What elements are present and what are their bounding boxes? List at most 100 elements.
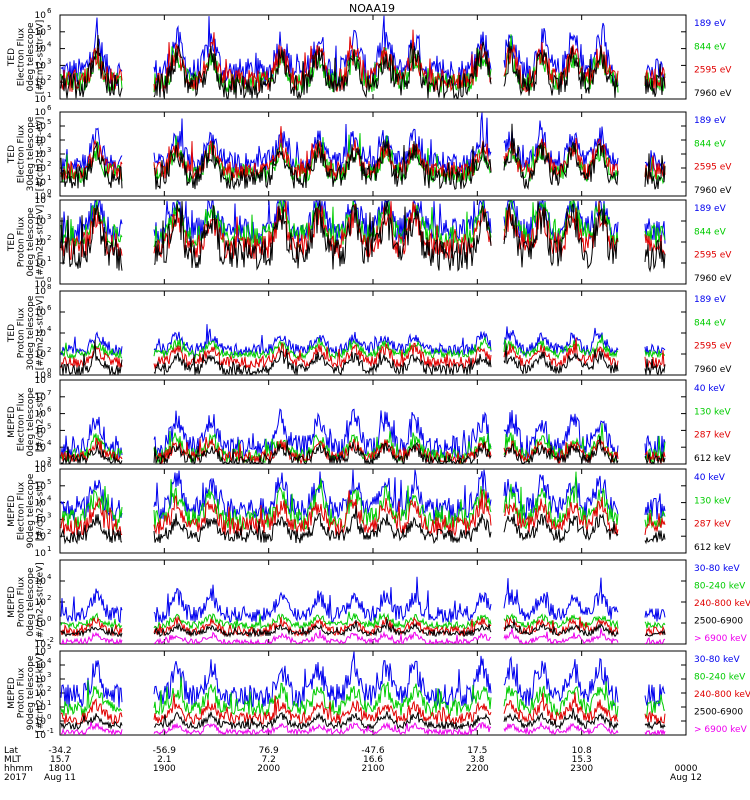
legend-entry: 612 keV: [694, 543, 731, 553]
y-tick-label-exponent: 2: [47, 685, 51, 693]
bottom-mlt-value: 16.6: [363, 755, 383, 765]
y-tick-label-exponent: 1: [47, 255, 51, 263]
y-tick-label: 10: [35, 150, 47, 160]
y-tick-label: 10: [35, 410, 47, 420]
y-tick-label-exponent: -1: [47, 727, 54, 735]
y-tick-label-exponent: 1: [47, 91, 51, 99]
series-trace: [60, 423, 666, 464]
y-tick-label: 10: [35, 515, 47, 525]
legend-entry: 2595 eV: [694, 163, 732, 173]
bottom-hhmm-value: 1900: [153, 764, 176, 774]
y-tick-label-exponent: 6: [47, 461, 52, 469]
y-axis-label-line: 30deg telescope: [26, 295, 36, 370]
y-tick-label: 10: [35, 717, 47, 727]
y-tick-label: 10: [35, 482, 47, 492]
y-tick-label: 10: [35, 287, 47, 297]
y-axis-label-line: [#/cm2-s-str-eV]: [36, 20, 46, 95]
series-trace: [60, 692, 666, 726]
y-tick-label: 10: [35, 532, 47, 542]
y-tick-label-exponent: 4: [47, 573, 52, 581]
y-axis-label-line: [#/cm2-s-str-keV]: [36, 562, 46, 641]
legend-entry: 80-240 keV: [694, 582, 746, 592]
y-tick-label: 10: [35, 371, 47, 381]
y-tick-label: 10: [35, 136, 47, 146]
y-tick-label-exponent: 2: [47, 528, 51, 536]
series-trace: [60, 201, 666, 273]
y-tick-label-exponent: 1: [47, 545, 51, 553]
y-tick-label-exponent: 3: [47, 511, 51, 519]
bottom-row-label: hhmm: [4, 764, 33, 774]
legend-entry: 80-240 keV: [694, 673, 746, 683]
y-tick-label-exponent: 6: [47, 104, 52, 112]
y-tick-label: 10: [35, 280, 47, 290]
series-trace: [60, 651, 666, 708]
bottom-date-value: Aug 12: [670, 773, 702, 783]
y-axis-label-line: MEPED: [7, 677, 17, 709]
bottom-lat-value: -34.2: [48, 746, 71, 756]
y-tick-label: 10: [35, 308, 47, 318]
legend-entry: 2500-6900: [694, 708, 743, 718]
series-group: [60, 576, 666, 644]
series-trace: [60, 676, 666, 718]
y-tick-label: 10: [35, 443, 47, 453]
legend-entry: 189 eV: [694, 19, 727, 29]
y-tick-label: 10: [35, 731, 47, 741]
y-tick-label-exponent: 4: [47, 41, 52, 49]
y-tick-label: 10: [35, 45, 47, 55]
y-tick-label-exponent: 4: [47, 325, 52, 333]
bottom-lat-value: -56.9: [153, 746, 177, 756]
bottom-hhmm-value: 2100: [362, 764, 385, 774]
y-axis-label-line: 0deg telescope: [26, 387, 36, 457]
series-group: [60, 469, 666, 545]
bottom-mlt-value: 7.2: [262, 755, 276, 765]
series-trace: [60, 435, 666, 464]
y-tick-label: 10: [35, 196, 47, 206]
y-axis-label-line: 0deg telescope: [26, 22, 36, 92]
series-trace: [60, 471, 666, 531]
y-tick-label-exponent: 5: [47, 643, 51, 651]
y-tick-label: 10: [35, 661, 47, 671]
y-tick-label-exponent: 4: [47, 439, 52, 447]
y-axis-label: TEDProton Flux0deg telescope[#/cm2-s-str…: [7, 205, 46, 280]
series-trace: [60, 489, 666, 537]
y-tick-label: 10: [35, 460, 47, 470]
bottom-hhmm-value: 2000: [257, 764, 280, 774]
y-tick-label-exponent: 4: [47, 657, 52, 665]
series-group: [60, 15, 666, 99]
chart-title: NOAA19: [349, 2, 395, 15]
bottom-date-value: Aug 11: [44, 773, 76, 783]
y-tick-label-exponent: 6: [47, 406, 52, 414]
y-axis-label-line: TED: [7, 48, 17, 67]
y-tick-label-exponent: 7: [47, 389, 51, 397]
y-tick-label: 10: [35, 376, 47, 386]
y-tick-label: 10: [35, 238, 47, 248]
series-trace: [60, 123, 666, 191]
y-tick-label: 10: [35, 577, 47, 587]
legend-entry: 30-80 keV: [694, 655, 740, 665]
series-trace: [60, 408, 666, 460]
y-axis-label-line: Proton Flux: [17, 667, 27, 718]
legend-entry: 287 keV: [694, 520, 731, 530]
y-tick-label: 10: [35, 28, 47, 38]
series-group: [60, 651, 666, 735]
bottom-hhmm-value: 2300: [570, 764, 593, 774]
legend-entry: 7960 eV: [694, 186, 732, 196]
series-trace: [60, 721, 666, 735]
y-axis-label-line: Electron Flux: [17, 481, 27, 540]
y-tick-label: 10: [35, 499, 47, 509]
legend-entry: 7960 eV: [694, 365, 732, 375]
y-axis-label-line: MEPED: [7, 406, 17, 438]
bottom-lat-value: 17.5: [467, 746, 487, 756]
bottom-lat-value: 10.8: [572, 746, 592, 756]
y-axis-label-line: [#/cm2-s-str-eV]: [36, 205, 46, 280]
y-tick-label-exponent: 4: [47, 495, 52, 503]
legend-entry: 240-800 keV: [694, 599, 750, 609]
y-tick-label: 10: [35, 689, 47, 699]
bottom-row-label: MLT: [4, 755, 22, 765]
y-tick-label: 10: [35, 61, 47, 71]
